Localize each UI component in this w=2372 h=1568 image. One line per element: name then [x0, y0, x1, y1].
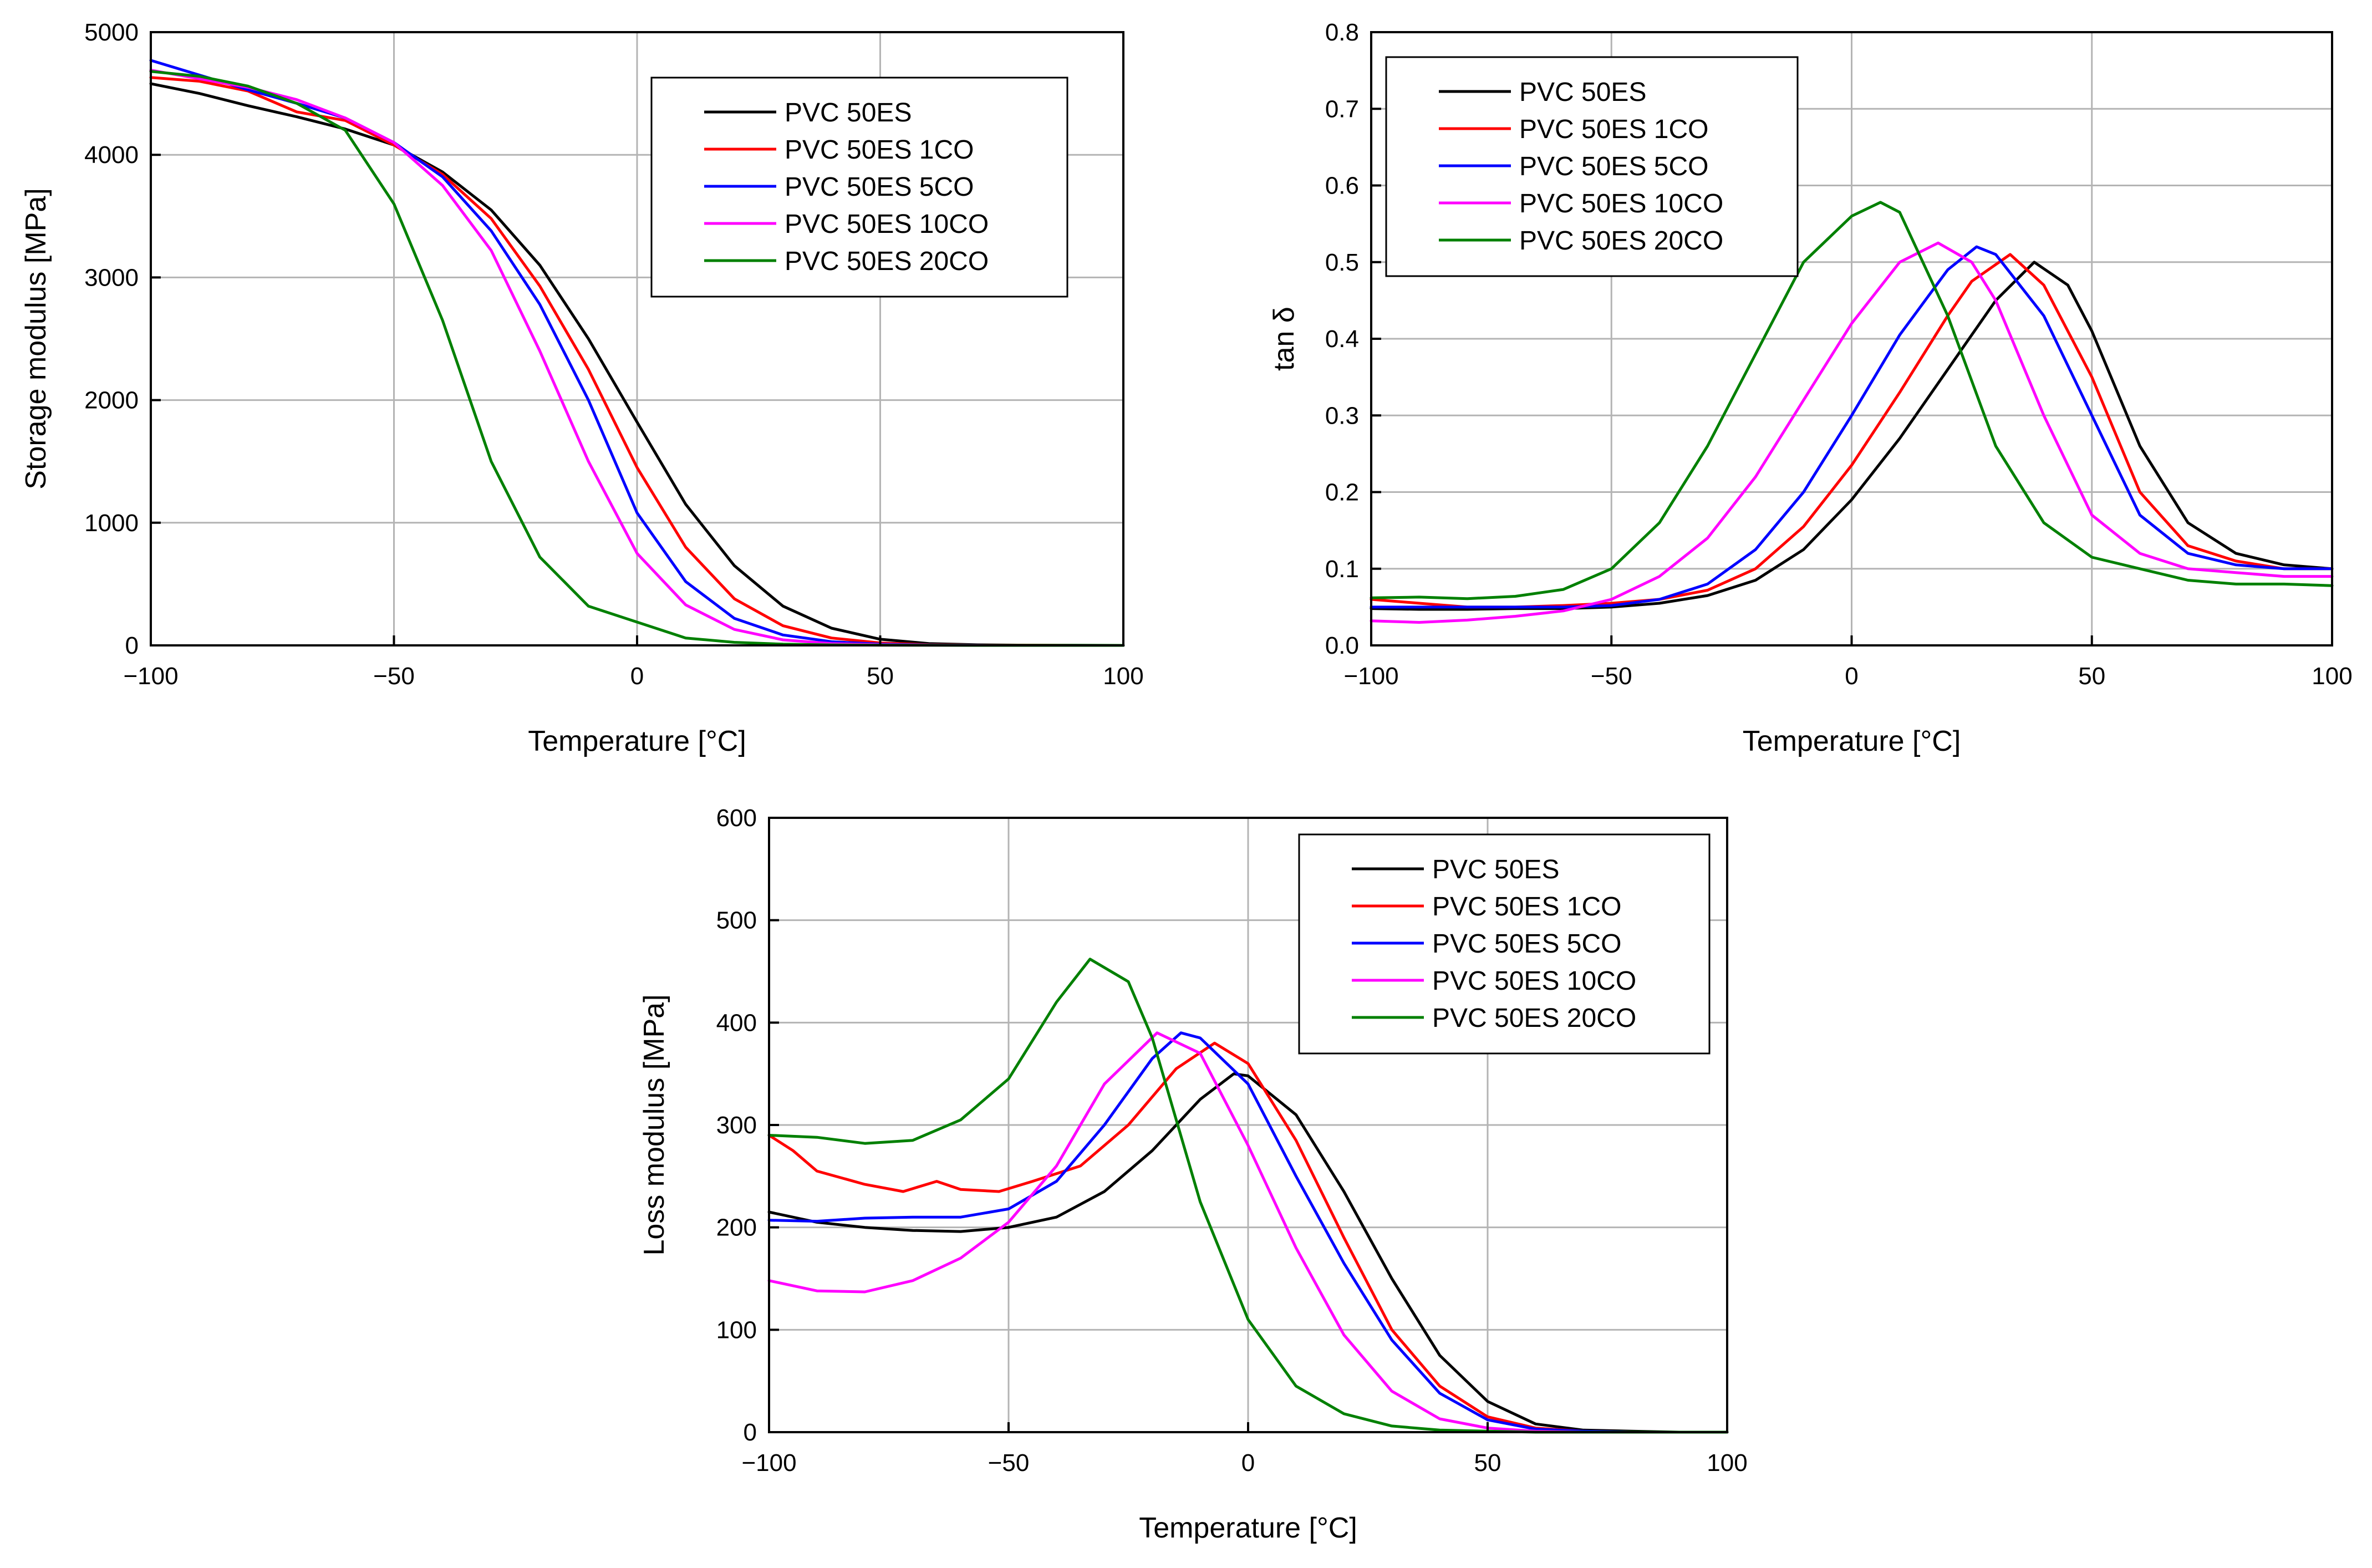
y-tick-label: 0 — [744, 1419, 757, 1446]
legend-label: PVC 50ES 5CO — [1519, 152, 1708, 181]
y-tick-label: 0.3 — [1325, 402, 1359, 429]
legend-label: PVC 50ES 20CO — [1519, 226, 1723, 256]
y-tick-label: 400 — [716, 1009, 757, 1036]
y-axis-title: Loss modulus [MPa] — [638, 994, 670, 1255]
chart-loss: −100 −50 0 50 100 0 100 200 300 400 500 600 Temperat… — [638, 805, 1748, 1544]
series-line — [1370, 245, 2334, 609]
x-axis-title: Temperature [°C] — [1743, 725, 1961, 757]
y-tick-label: 0.1 — [1325, 556, 1359, 583]
legend: PVC 50ES PVC 50ES 1CO PVC 50ES 5CO PVC 50ES… — [1385, 56, 1799, 277]
y-tick-label: 0.7 — [1325, 95, 1359, 123]
legend-label: PVC 50ES 20CO — [785, 247, 989, 276]
y-tick-label: 3000 — [84, 264, 139, 291]
x-tick-label: 100 — [1103, 663, 1143, 690]
legend-label: PVC 50ES — [1519, 78, 1646, 107]
y-tick-label: 1000 — [84, 510, 139, 537]
x-axis-title: Temperature [°C] — [528, 725, 746, 757]
y-tick-label: 600 — [716, 805, 757, 832]
x-tick-label: −50 — [1591, 663, 1632, 690]
chart-storage: −100 −50 0 50 100010002000300040005000Temper… — [20, 19, 1144, 757]
x-tick-label: 50 — [867, 663, 894, 690]
y-tick-label: 500 — [716, 907, 757, 934]
legend-label: PVC 50ES 1CO — [785, 135, 974, 165]
y-tick-label: 0.8 — [1325, 19, 1359, 46]
series-line — [1370, 241, 2334, 624]
y-tick-label: 0.0 — [1325, 632, 1359, 659]
x-tick-label: −50 — [373, 663, 415, 690]
y-tick-label: 2000 — [84, 387, 139, 414]
x-tick-label: −100 — [741, 1449, 796, 1477]
legend-label: PVC 50ES — [1432, 855, 1559, 884]
series-line — [1370, 261, 2334, 611]
series-line — [1370, 201, 2334, 600]
x-tick-label: −50 — [988, 1449, 1030, 1477]
x-tick-label: 0 — [630, 663, 644, 690]
y-tick-label: 0.5 — [1325, 249, 1359, 276]
y-tick-label: 0 — [125, 632, 139, 659]
x-tick-label: 50 — [2078, 663, 2105, 690]
x-tick-label: 100 — [2312, 663, 2352, 690]
legend-label: PVC 50ES 1CO — [1519, 115, 1708, 144]
legend-label: PVC 50ES 5CO — [1432, 929, 1621, 959]
legend-label: PVC 50ES 1CO — [1432, 892, 1621, 922]
legend-label: PVC 50ES 5CO — [785, 172, 974, 202]
chart-tandelta: −100 −50 0 50 100 0.0 0.1 0.2 0.3 0.4 0.5 0.6 0.7 0.8… — [1268, 19, 2353, 757]
legend: PVC 50ES PVC 50ES 1CO PVC 50ES 5CO PVC 50ES… — [1298, 833, 1711, 1055]
legend-label: PVC 50ES 10CO — [1519, 189, 1723, 218]
x-tick-label: 0 — [1241, 1449, 1255, 1477]
x-tick-label: 0 — [1845, 663, 1858, 690]
y-tick-label: 0.6 — [1325, 172, 1359, 200]
legend-label: PVC 50ES 10CO — [1432, 966, 1636, 996]
legend-label: PVC 50ES 20CO — [1432, 1004, 1636, 1033]
x-tick-label: 50 — [1474, 1449, 1501, 1477]
y-tick-label: 300 — [716, 1112, 757, 1139]
y-tick-label: 200 — [716, 1214, 757, 1241]
y-tick-label: 5000 — [84, 19, 139, 46]
x-tick-label: −100 — [123, 663, 178, 690]
x-tick-label: 100 — [1707, 1449, 1747, 1477]
y-tick-label: 0.2 — [1325, 479, 1359, 506]
legend-label: PVC 50ES 10CO — [785, 210, 989, 239]
y-tick-label: 4000 — [84, 141, 139, 169]
series-line — [767, 1072, 1729, 1434]
x-tick-label: −100 — [1343, 663, 1398, 690]
x-axis-title: Temperature [°C] — [1139, 1512, 1357, 1544]
y-axis-title: tan δ — [1268, 307, 1300, 371]
y-tick-label: 100 — [716, 1316, 757, 1343]
y-tick-label: 0.4 — [1325, 325, 1359, 353]
legend: PVC 50ES PVC 50ES 1CO PVC 50ES 5CO PVC 50ES… — [650, 77, 1068, 298]
series-line — [767, 1031, 1729, 1434]
legend-label: PVC 50ES — [785, 98, 912, 128]
y-axis-title: Storage modulus [MPa] — [20, 188, 52, 489]
